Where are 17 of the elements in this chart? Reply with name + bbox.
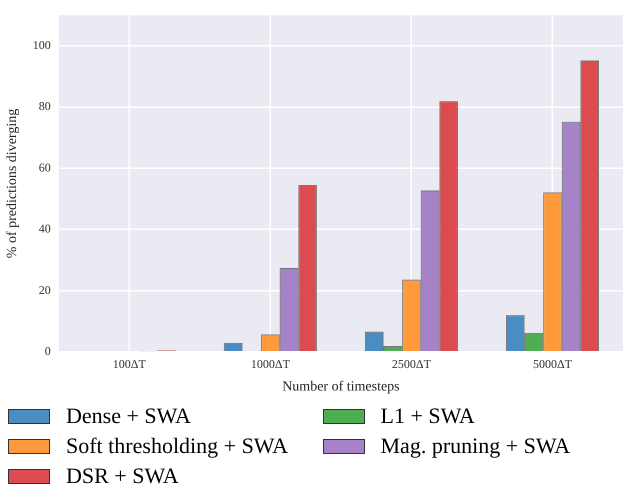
legend-label: L1 + SWA — [380, 403, 475, 429]
legend-label: Dense + SWA — [66, 403, 191, 429]
x-axis-title: Number of timesteps — [282, 379, 400, 394]
legend-label: DSR + SWA — [66, 463, 179, 489]
legend-label: Soft thresholding + SWA — [66, 433, 288, 459]
y-tick-label: 100 — [32, 38, 51, 52]
y-tick-label: 0 — [44, 344, 51, 358]
x-tick-label: 5000ΔT — [532, 357, 573, 372]
x-tick-label: 1000ΔT — [250, 357, 291, 372]
y-axis-title: % of predictions diverging — [5, 108, 20, 258]
y-tick-label: 40 — [38, 222, 51, 236]
y-tick-label: 60 — [38, 160, 51, 174]
y-tick-label: 20 — [38, 282, 51, 297]
x-tick-label: 100ΔT — [112, 357, 147, 372]
legend-label: Mag. pruning + SWA — [380, 433, 570, 459]
y-tick-label: 80 — [38, 99, 51, 114]
x-tick-label: 2500ΔT — [392, 357, 432, 372]
